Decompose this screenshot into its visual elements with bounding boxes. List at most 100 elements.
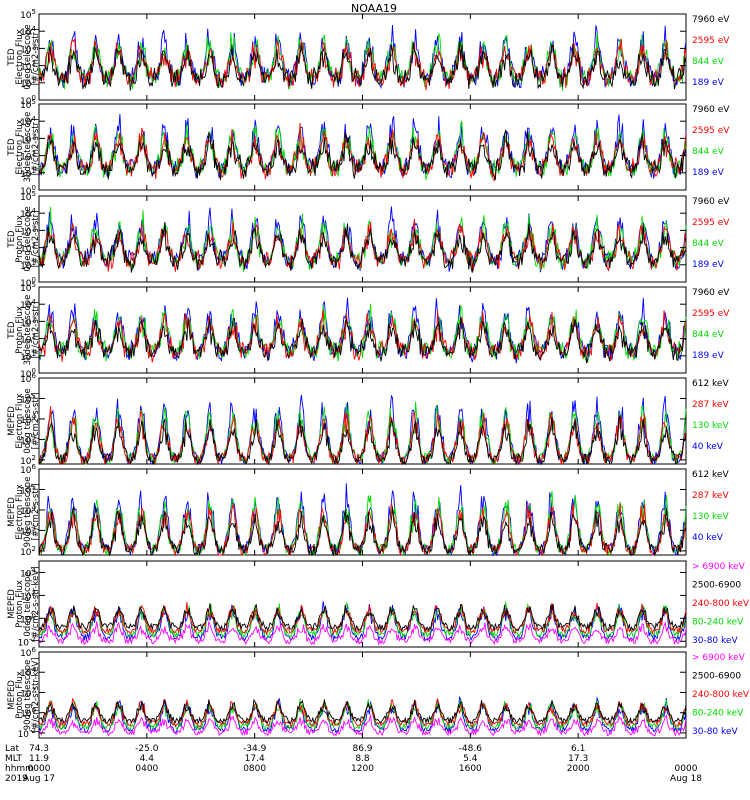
- y-tick-exponent: 2: [32, 242, 36, 250]
- legend-entry: 30-80 keV: [692, 727, 738, 737]
- y-tick-exponent: 6: [32, 463, 37, 471]
- series-trace-1: [38, 129, 687, 181]
- y-tick-exponent: 3: [32, 433, 36, 441]
- plot-frame: [38, 103, 687, 191]
- y-axis-label: MEPED: [7, 680, 17, 710]
- series-trace-5: [38, 695, 687, 734]
- x-axis-value: 0000: [675, 764, 698, 774]
- legend-entry: 80-240 keV: [692, 709, 744, 719]
- y-axis-label: TED: [7, 138, 17, 157]
- series-trace-2: [38, 310, 687, 363]
- legend-entry: 844 eV: [692, 239, 725, 249]
- series-trace-1: [38, 221, 687, 273]
- y-axis-label: TED: [7, 230, 17, 249]
- y-tick-exponent: 2: [32, 454, 36, 462]
- y-tick-exponent: 2: [32, 686, 36, 694]
- series-trace-4: [38, 601, 687, 639]
- x-axis-row-label: 2019: [5, 774, 28, 784]
- y-tick-exponent: 1: [32, 77, 36, 85]
- y-tick-exponent: 0: [32, 367, 36, 375]
- legend-entry: 130 keV: [692, 421, 729, 431]
- y-axis-label: 90deg telescope: [23, 660, 33, 731]
- chart-title: NOAA19: [351, 2, 397, 15]
- y-tick-exponent: 5: [32, 8, 36, 16]
- y-tick-exponent: 2: [32, 150, 36, 158]
- x-axis-value: 8.8: [355, 754, 370, 764]
- y-axis-label: 0deg telescope: [23, 388, 33, 453]
- legend-entry: 612 keV: [692, 470, 729, 480]
- legend-entry: 612 keV: [692, 379, 729, 389]
- legend-entry: 189 eV: [692, 168, 725, 178]
- x-axis-value: -34.9: [243, 744, 267, 754]
- legend-entry: 844 eV: [692, 330, 725, 340]
- y-tick-exponent: 0: [32, 94, 36, 102]
- y-tick-exponent: -2: [29, 727, 36, 735]
- plot-frame: [38, 560, 687, 648]
- y-axis-label: Proton Flux: [15, 580, 25, 628]
- y-tick-exponent: 2: [32, 333, 36, 341]
- y-axis-label: 30deg telescope: [23, 295, 33, 366]
- y-tick-exponent: 1: [32, 259, 36, 267]
- y-tick-exponent: 0: [32, 276, 36, 284]
- legend-entry: 2500-6900: [692, 672, 741, 682]
- y-axis-label: MEPED: [7, 497, 17, 527]
- y-tick-exponent: 1: [32, 350, 36, 358]
- y-tick-exponent: 3: [32, 524, 36, 532]
- y-axis-label: 0deg telescope: [23, 571, 33, 636]
- y-tick-exponent: 5: [32, 392, 36, 400]
- x-axis-value: 1200: [351, 764, 374, 774]
- legend-entry: 30-80 keV: [692, 636, 738, 646]
- y-axis-label: [#/cm2-s-str]: [31, 119, 41, 176]
- series-trace-1: [38, 414, 687, 466]
- legend-entry: 844 eV: [692, 147, 725, 157]
- y-tick-exponent: 2: [32, 589, 36, 597]
- series-trace-1: [38, 621, 687, 646]
- y-axis-label: Electron Flux: [15, 119, 25, 174]
- y-axis-label: 90deg telescope: [23, 477, 33, 548]
- legend-entry: 2595 eV: [692, 309, 730, 319]
- x-axis-value: Aug 18: [670, 774, 702, 784]
- y-axis-label: Electron Flux: [15, 29, 25, 84]
- y-axis-label: MEPED: [7, 406, 17, 436]
- y-tick-exponent: 4: [32, 666, 37, 674]
- y-tick-exponent: 0: [32, 184, 36, 192]
- legend-entry: 2595 eV: [692, 218, 730, 228]
- y-axis-label: [#/cm2-s-str]: [31, 211, 41, 268]
- legend-entry: > 6900 keV: [692, 653, 746, 663]
- legend-entry: 7960 eV: [692, 197, 730, 207]
- y-axis-label: Electron Flux: [15, 484, 25, 539]
- legend-entry: 80-240 keV: [692, 618, 744, 628]
- y-axis-label: MEPED: [7, 589, 17, 619]
- x-axis-value: 74.3: [29, 744, 49, 754]
- legend-entry: 2595 eV: [692, 126, 730, 136]
- x-axis-value: 6.1: [571, 744, 585, 754]
- legend-entry: 2500-6900: [692, 581, 741, 591]
- y-tick-exponent: 3: [32, 42, 36, 50]
- x-axis-value: 86.9: [352, 744, 372, 754]
- x-axis-value: 17.3: [568, 754, 588, 764]
- x-axis-value: Aug 17: [23, 774, 55, 784]
- x-axis-value: 5.4: [463, 754, 478, 764]
- x-axis-value: 11.9: [29, 754, 49, 764]
- x-axis-value: 2000: [567, 764, 590, 774]
- legend-entry: 40 keV: [692, 442, 724, 452]
- y-tick-exponent: 3: [32, 224, 36, 232]
- series-trace-1: [38, 316, 687, 364]
- legend-entry: 189 eV: [692, 260, 725, 270]
- y-tick-exponent: 4: [32, 25, 37, 33]
- y-tick-exponent: -2: [29, 635, 36, 643]
- legend-entry: 189 eV: [692, 351, 725, 361]
- y-axis-label: [#/cm2-s-str]: [31, 302, 41, 359]
- y-tick-exponent: 2: [32, 60, 36, 68]
- y-axis-label: [#/cm2-s-str]: [31, 484, 41, 541]
- legend-entry: 844 eV: [692, 57, 725, 67]
- y-tick-exponent: 1: [32, 167, 36, 175]
- series-trace-1: [38, 506, 687, 557]
- legend-entry: 240-800 keV: [692, 690, 750, 700]
- y-tick-exponent: 3: [32, 315, 36, 323]
- y-axis-label: Proton Flux: [15, 306, 25, 354]
